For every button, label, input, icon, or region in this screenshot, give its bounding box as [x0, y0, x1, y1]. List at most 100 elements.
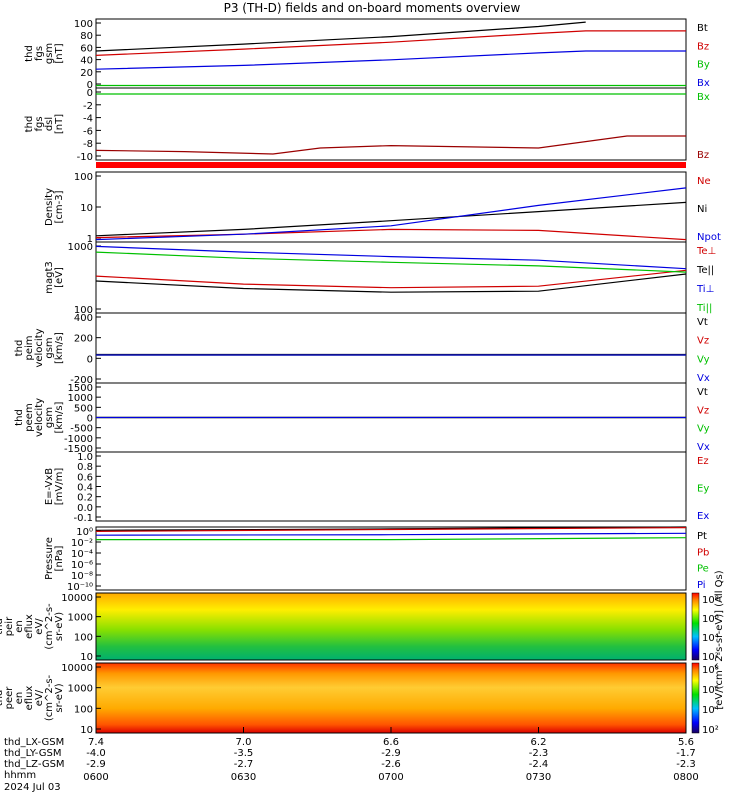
y-axis-label: gsm	[44, 43, 55, 64]
y-tick-label: 0	[87, 80, 93, 91]
series-pressure-Pe	[96, 537, 687, 541]
x-tick-label: 0600	[83, 772, 108, 783]
x-tick-label: 0630	[231, 772, 256, 783]
y-tick-label: 10⁻²	[71, 538, 93, 549]
legend-Vy: Vy	[697, 354, 710, 365]
y-axis-label: fgs	[34, 116, 45, 131]
legend-Ez: Ez	[697, 456, 709, 467]
colorbar-peir	[691, 592, 700, 661]
y-axis-label: sr-eV)	[54, 612, 65, 641]
y-axis-label: peim	[24, 335, 35, 360]
x-tick-label: 0700	[378, 772, 403, 783]
y-tick-label: 10⁻⁶	[71, 560, 93, 571]
ephemeris-value: 7.4	[88, 737, 104, 748]
y-tick-label: 60	[80, 43, 93, 54]
legend-Pb: Pb	[697, 547, 709, 558]
ephemeris-value: 6.6	[383, 737, 399, 748]
y-axis-label: [nT]	[54, 43, 65, 63]
colorbar-tick: 10²	[702, 725, 719, 736]
y-tick-label: 400	[74, 313, 93, 324]
y-axis-label: peer	[4, 686, 15, 710]
y-tick-label: 40	[80, 56, 93, 67]
y-tick-label: 0.2	[77, 493, 93, 504]
y-axis-label: dsl	[44, 117, 55, 131]
series-fgs-Bx	[95, 50, 686, 70]
ephemeris-value: -2.6	[381, 759, 401, 770]
y-tick-label: -8	[83, 139, 93, 150]
y-tick-label: -10	[77, 152, 93, 163]
y-tick-label: -4	[83, 114, 93, 125]
y-axis-label: gsm	[44, 407, 55, 428]
series-pressure-Pi	[95, 532, 687, 536]
legend-Ex: Ex	[697, 511, 709, 522]
y-axis-label: velocity	[34, 328, 45, 367]
series-density-Npot	[95, 187, 687, 241]
legend-Bt: Bt	[697, 23, 708, 34]
y-tick-label: 10	[80, 652, 93, 663]
legend-Vt: Vt	[697, 317, 708, 328]
y-tick-label: 200	[74, 334, 93, 345]
y-tick-label: 100	[74, 172, 93, 183]
y-tick-label: 10⁰	[76, 527, 93, 538]
ephemeris-value: -4.0	[86, 748, 106, 759]
x-tick-label: 0800	[673, 772, 698, 783]
colorbar-tick: 10⁸	[702, 665, 719, 676]
y-axis-label: Pressure	[44, 537, 55, 580]
x-tick-label: 0730	[526, 772, 551, 783]
y-tick-label: -1500	[64, 444, 93, 455]
y-axis-label: en	[14, 620, 25, 633]
y-tick-label: 1	[87, 234, 93, 245]
colorbar-tick: 10²	[702, 652, 719, 663]
y-axis-label: eV/	[34, 618, 45, 635]
series-temperature-Ti	[95, 251, 687, 273]
y-tick-label: -2	[83, 101, 93, 112]
y-axis-label: Density	[44, 188, 55, 226]
series-pressure-Pb	[95, 526, 687, 533]
ephemeris-value: -2.3	[676, 759, 696, 770]
colorbar-tick: 10⁴	[702, 633, 719, 644]
ephemeris-label: thd_LY-GSM	[4, 748, 61, 759]
y-axis-label: thd	[14, 409, 25, 426]
series-fgs-Bt	[95, 21, 586, 52]
y-axis-label: thd	[24, 116, 35, 133]
legend-By: By	[697, 60, 710, 71]
legend-Ey: Ey	[697, 484, 709, 495]
ephemeris-label: thd_LZ-GSM	[4, 759, 65, 770]
colorbar-tick: 10⁶	[702, 685, 719, 696]
panel-peir: 10000 1000 100 10 thd peir en eflux eV/(cm^2-s-s…	[0, 592, 719, 663]
y-tick-label: 0.0	[77, 503, 93, 514]
panel-fgs-dsl: 0 -2 -4-6 -8 -10 thd fgs dsl [nT] Bx Bz	[24, 87, 710, 163]
y-tick-label: 10⁻⁴	[71, 549, 93, 560]
ephemeris-value: 5.6	[678, 737, 694, 748]
colorbar-tick: 10⁸	[702, 595, 719, 606]
legend-Ti: Ti||	[696, 303, 712, 314]
ephemeris-value: 7.0	[236, 737, 252, 748]
legend-Vx: Vx	[697, 442, 710, 453]
y-tick-label: 10000	[61, 593, 93, 604]
ephemeris-value: -2.4	[529, 759, 549, 770]
time-axis: 0600 0630 0700 0730 0800 thd_LX-GSMthd_LY-GSM…	[4, 727, 699, 793]
y-axis-label: velocity	[34, 398, 45, 437]
y-tick-label: 500	[74, 403, 93, 414]
series-density-Ne	[95, 228, 687, 241]
y-axis-label: peem	[24, 403, 35, 431]
spectrogram-peer	[96, 663, 686, 733]
y-tick-label: 10⁻¹⁰	[67, 582, 93, 593]
y-tick-label: 0.8	[77, 462, 93, 473]
ephemeris-label: thd_LX-GSM	[4, 737, 64, 748]
y-tick-label: 0	[87, 414, 93, 425]
colorbar-peer	[691, 662, 700, 734]
ephemeris-value: -3.5	[234, 748, 254, 759]
panel-frame	[95, 312, 687, 384]
legend-Bz: Bz	[697, 41, 709, 52]
panel-frame	[95, 526, 687, 591]
y-axis-label: (cm^2-s-	[44, 603, 55, 650]
legend-Bz: Bz	[697, 150, 709, 161]
legend-Bx: Bx	[697, 92, 710, 103]
series-density-Ni	[95, 201, 687, 237]
y-axis-label: fgs	[34, 46, 45, 61]
